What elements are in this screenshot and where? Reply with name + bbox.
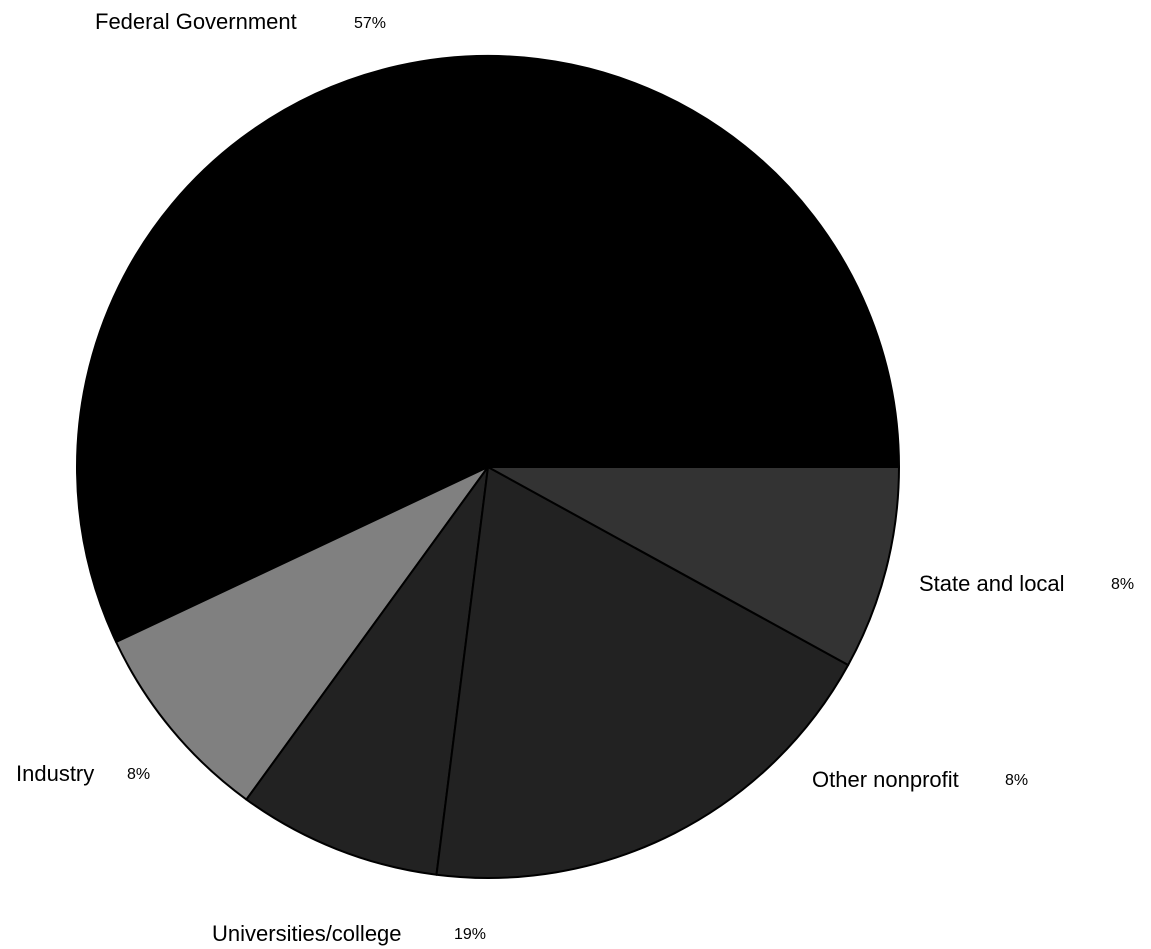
- pie-slice-state-and-local: [115, 466, 489, 801]
- pct-industry: 8%: [127, 766, 150, 783]
- pie-slice-other-nonprofit: [245, 466, 489, 876]
- pct-federal-government: 57%: [354, 15, 386, 32]
- pct-other-nonprofit: 8%: [1005, 772, 1028, 789]
- label-state-and-local: State and local: [919, 571, 1065, 596]
- label-universities-college: Universities/college: [212, 921, 402, 946]
- label-industry: Industry: [16, 761, 94, 786]
- pie-slice-federal-government: [76, 55, 900, 643]
- pct-state-and-local: 8%: [1111, 576, 1134, 593]
- pie-slice-universities-college: [435, 466, 850, 879]
- pie-slice-industry: [487, 466, 900, 666]
- label-federal-government: Federal Government: [95, 9, 297, 34]
- label-other-nonprofit: Other nonprofit: [812, 767, 959, 792]
- pct-universities-college: 19%: [454, 926, 486, 943]
- slice-labels: Federal Government 57% State and local 8…: [16, 9, 1134, 946]
- pie-slices: [76, 55, 900, 879]
